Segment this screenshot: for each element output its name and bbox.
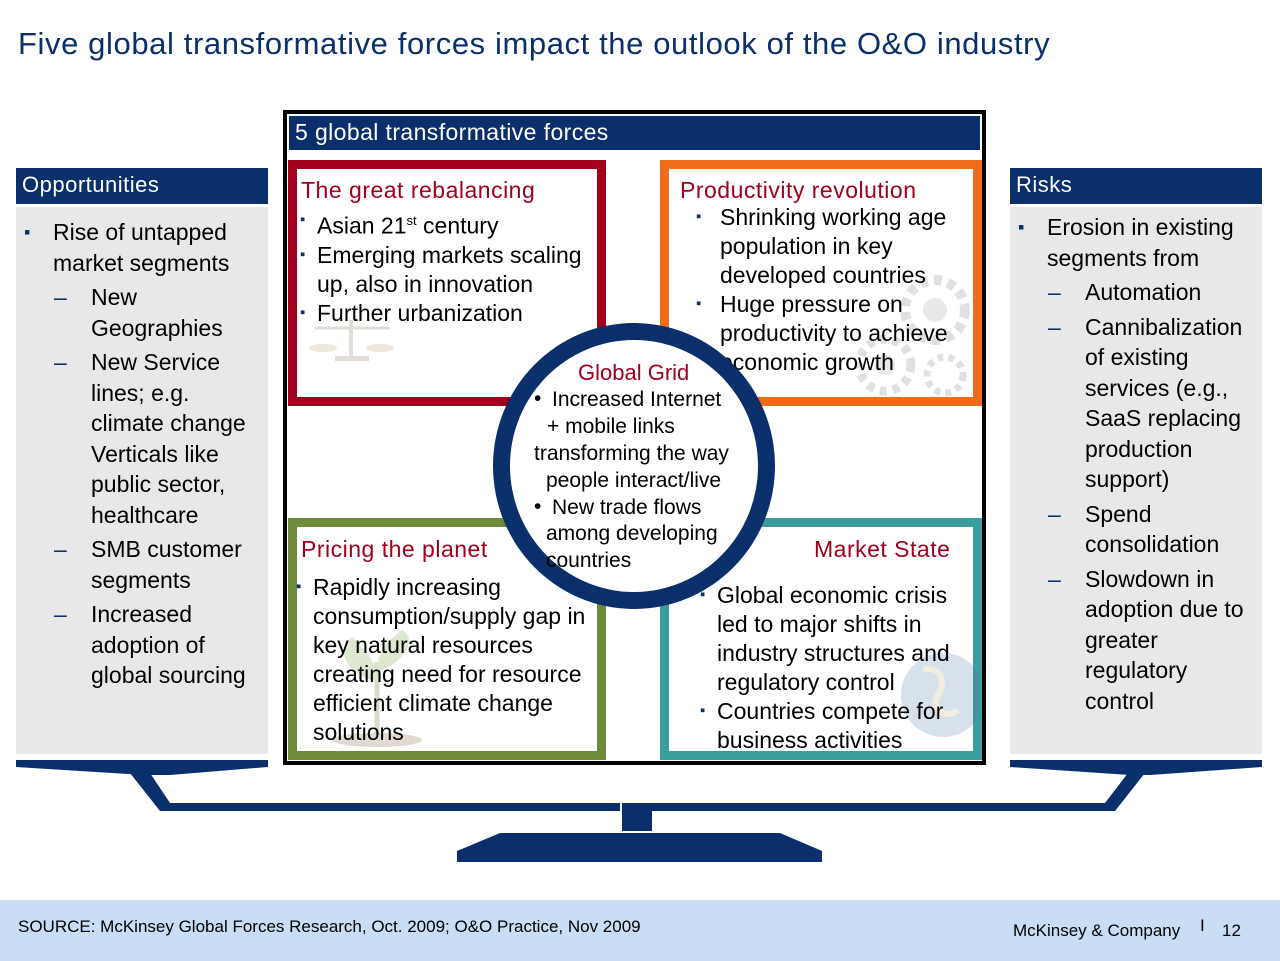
productivity-list: Shrinking working age population in key … — [696, 202, 978, 377]
global-grid-line: + mobile links — [547, 415, 675, 438]
market-item: Countries compete for business activitie… — [700, 696, 982, 755]
forces-header: 5 global transformative forces — [289, 116, 980, 150]
source-note: SOURCE: McKinsey Global Forces Research,… — [18, 917, 641, 936]
footer-separator: I — [1200, 916, 1205, 935]
global-grid-line: people interact/live — [546, 469, 722, 492]
global-grid-line: New trade flows — [552, 496, 702, 519]
planet-item: Rapidly increasing consumption/supply ga… — [296, 572, 596, 747]
risks-panel: Erosion in existing segments from Automa… — [1010, 207, 1262, 754]
planet-title: Pricing the planet — [301, 536, 488, 562]
opportunities-panel: Rise of untapped market segments New Geo… — [16, 207, 268, 754]
risk-subitem: Slowdown in adoption due to greater regu… — [1010, 564, 1262, 717]
page-number: 12 — [1222, 921, 1241, 940]
rebalancing-item-1-suffix: century — [416, 212, 499, 239]
rebalancing-item: Asian 21st century — [300, 205, 596, 241]
opportunity-subitem: SMB customer segments — [16, 534, 268, 595]
global-grid-line: Increased Internet — [552, 388, 722, 411]
opportunities-header: Opportunities — [16, 168, 268, 204]
scale-image-icon — [309, 320, 394, 361]
rebalancing-item-1-superscript: st — [406, 213, 417, 228]
market-item: Global economic crisis led to major shif… — [700, 580, 982, 697]
productivity-item: Shrinking working age population in key … — [696, 202, 978, 290]
global-grid-line: transforming the way — [534, 442, 729, 465]
planet-list: Rapidly increasing consumption/supply ga… — [296, 572, 596, 747]
rebalancing-item-1-text: Asian 21 — [317, 212, 407, 239]
rebalancing-list: Asian 21st century Emerging markets scal… — [300, 205, 596, 328]
opportunity-subitem: Increased adoption of global sourcing — [16, 599, 268, 691]
footer-bar — [0, 900, 1280, 961]
company-name: McKinsey & Company — [1013, 921, 1181, 940]
opportunity-subitem: New Service lines; e.g. climate change V… — [16, 347, 268, 530]
risk-subitem: Automation — [1010, 277, 1262, 308]
stand-graphic — [16, 760, 1262, 862]
global-grid-bullet: • — [534, 495, 542, 518]
risks-header: Risks — [1010, 168, 1262, 204]
global-grid-line: countries — [546, 549, 632, 572]
risks-list: Erosion in existing segments from Automa… — [1010, 207, 1262, 716]
rebalancing-item: Emerging markets scaling up, also in inn… — [300, 240, 596, 299]
market-list: Global economic crisis led to major shif… — [700, 580, 982, 755]
risk-subitem: Cannibalization of existing services (e.… — [1010, 312, 1262, 495]
opportunities-list: Rise of untapped market segments New Geo… — [16, 207, 268, 691]
productivity-item: Huge pressure on productivity to achieve… — [696, 289, 978, 377]
global-grid-bullet: • — [534, 387, 542, 410]
rebalancing-title: The great rebalancing — [301, 177, 536, 203]
rebalancing-item: Further urbanization — [300, 298, 596, 328]
productivity-title: Productivity revolution — [680, 177, 917, 203]
page-title: Five global transformative forces impact… — [18, 26, 1051, 61]
opportunity-item: Rise of untapped market segments — [16, 217, 268, 278]
opportunity-subitem: New Geographies — [16, 282, 268, 343]
risk-item: Erosion in existing segments from — [1010, 212, 1262, 273]
global-grid-line: among developing — [546, 522, 718, 545]
risk-subitem: Spend consolidation — [1010, 499, 1262, 560]
global-grid-title: Global Grid — [578, 360, 690, 385]
market-title: Market State — [814, 536, 951, 562]
